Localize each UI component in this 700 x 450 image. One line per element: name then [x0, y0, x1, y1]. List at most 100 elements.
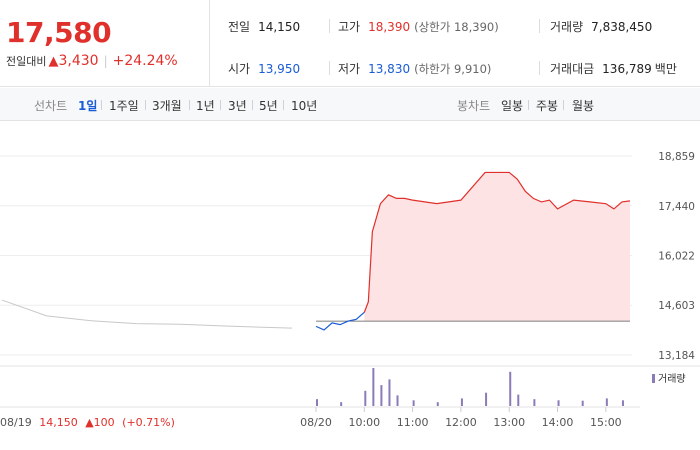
volume-bar: [372, 368, 375, 406]
volume-bar: [460, 398, 463, 406]
current-price: 17,580: [6, 16, 112, 49]
tab-divider: [220, 100, 221, 110]
tab-3-years[interactable]: 3년: [228, 99, 247, 113]
stat-divider: [329, 19, 330, 33]
amount-stat: 거래대금 136,789 백만: [550, 60, 677, 77]
tab-1-day[interactable]: 1일: [78, 99, 98, 113]
volume-legend-label: 거래량: [658, 373, 686, 385]
x-tick-label: 14:00: [542, 416, 574, 429]
tab-1-week[interactable]: 1주일: [109, 99, 139, 113]
volume-bars: [316, 368, 624, 406]
high-value: 18,390: [368, 20, 411, 34]
candle-chart-header: 봉차트: [457, 99, 491, 113]
stat-divider: [329, 61, 330, 75]
tab-1-year[interactable]: 1년: [196, 99, 215, 113]
price-chart-svg[interactable]: 18,859 17,440 16,022 14,603 13,184 거래량 08/20…: [0, 122, 700, 450]
volume-legend-swatch: [652, 374, 655, 383]
low-value: 13,830: [368, 62, 411, 76]
tab-5-years[interactable]: 5년: [259, 99, 278, 113]
open-label: 시가: [228, 62, 251, 76]
y-tick-label: 18,859: [658, 151, 695, 163]
volume-bar: [340, 402, 343, 406]
amount-unit: 백만: [654, 62, 677, 76]
volume-bar: [557, 400, 560, 406]
today-price-line-up: [363, 171, 631, 313]
x-tick-label: 10:00: [348, 416, 380, 429]
prev-close-value: 14,150: [258, 20, 301, 34]
tab-daily-candle[interactable]: 일봉: [501, 99, 524, 113]
price-change: 전일대비 ▲3,430 | +24.24%: [6, 53, 178, 69]
prev-day-change: ▲100: [85, 416, 114, 429]
low-label: 저가: [338, 62, 361, 76]
stat-divider: [539, 61, 540, 75]
y-tick-label: 17,440: [658, 201, 695, 213]
amount-value: 136,789: [602, 62, 652, 76]
tab-3-months[interactable]: 3개월: [152, 99, 182, 113]
volume-value: 7,838,450: [591, 20, 653, 34]
y-tick-label: 14,603: [658, 300, 695, 312]
tab-10-years[interactable]: 10년: [291, 99, 318, 113]
today-price-line-down: [315, 311, 365, 331]
tab-monthly-candle[interactable]: 월봉: [572, 99, 595, 113]
lower-limit: (하한가 9,910): [414, 62, 492, 76]
high-label: 고가: [338, 20, 361, 34]
chart-period-tabs: 선차트 1일 1주일 3개월 1년 3년 5년 10년 봉차트 일봉 주봉 월봉: [0, 88, 700, 121]
open-value: 13,950: [258, 62, 301, 76]
prev-day-date: 08/19: [0, 416, 32, 429]
volume-bar: [517, 394, 520, 406]
amount-label: 거래대금: [550, 62, 595, 76]
prev-day-pct: (+0.71%): [122, 416, 175, 429]
x-tick-label: 13:00: [493, 416, 525, 429]
volume-bar: [380, 385, 383, 406]
prev-day-price: 14,150: [39, 416, 78, 429]
volume-bar: [396, 395, 399, 406]
low-stat: 저가 13,830 (하한가 9,910): [338, 60, 491, 77]
volume-bar: [485, 392, 488, 406]
tab-weekly-candle[interactable]: 주봉: [536, 99, 559, 113]
volume-bar: [605, 398, 608, 406]
prev-close-stat: 전일 14,150: [228, 18, 300, 35]
volume-legend: 거래량: [652, 373, 686, 385]
price-summary: 17,580 전일대비 ▲3,430 | +24.24% 전일 14,150 고가 18,…: [0, 0, 700, 87]
tab-divider: [528, 100, 529, 110]
price-area-fill: [364, 172, 630, 322]
x-tick-label: 08/20: [300, 416, 332, 429]
change-label: 전일대비: [6, 55, 47, 68]
x-tick-label: 12:00: [445, 416, 477, 429]
volume-bar: [621, 400, 624, 406]
intraday-chart[interactable]: 18,859 17,440 16,022 14,603 13,184 거래량 08/20…: [0, 122, 700, 450]
volume-bar: [364, 390, 367, 406]
y-tick-label: 13,184: [658, 350, 695, 362]
volume-bar: [533, 399, 536, 406]
tab-divider: [283, 100, 284, 110]
tab-divider: [189, 100, 190, 110]
change-divider: |: [103, 54, 108, 68]
volume-bar: [388, 379, 391, 406]
tab-divider: [563, 100, 564, 110]
change-value: 3,430: [58, 53, 99, 69]
up-arrow-icon: ▲: [48, 54, 59, 69]
high-stat: 고가 18,390 (상한가 18,390): [338, 18, 499, 35]
prev-close-label: 전일: [228, 20, 251, 34]
y-axis-ticks: 18,859 17,440 16,022 14,603 13,184: [658, 151, 695, 362]
tab-divider: [145, 100, 146, 110]
volume-bar: [436, 402, 439, 406]
volume-bar: [509, 371, 512, 406]
x-tick-label: 15:00: [590, 416, 622, 429]
x-axis-labels: 08/20 10:00 11:00 12:00 13:00 14:00 15:00: [300, 407, 622, 429]
prev-day-info: 08/19 14,150 ▲100 (+0.71%): [0, 416, 175, 429]
open-stat: 시가 13,950: [228, 60, 300, 77]
y-tick-label: 16,022: [658, 250, 695, 262]
x-tick-label: 11:00: [397, 416, 429, 429]
upper-limit: (상한가 18,390): [414, 20, 499, 34]
line-chart-header: 선차트: [34, 99, 68, 113]
volume-label: 거래량: [550, 20, 584, 34]
current-price-block: 17,580 전일대비 ▲3,430 | +24.24%: [0, 0, 210, 87]
volume-stat: 거래량 7,838,450: [550, 18, 652, 35]
tab-divider: [252, 100, 253, 110]
prev-day-price-line: [1, 299, 293, 329]
volume-bar: [316, 399, 318, 406]
stat-divider: [539, 19, 540, 33]
tab-divider: [101, 100, 102, 110]
change-percent: +24.24%: [112, 53, 178, 69]
